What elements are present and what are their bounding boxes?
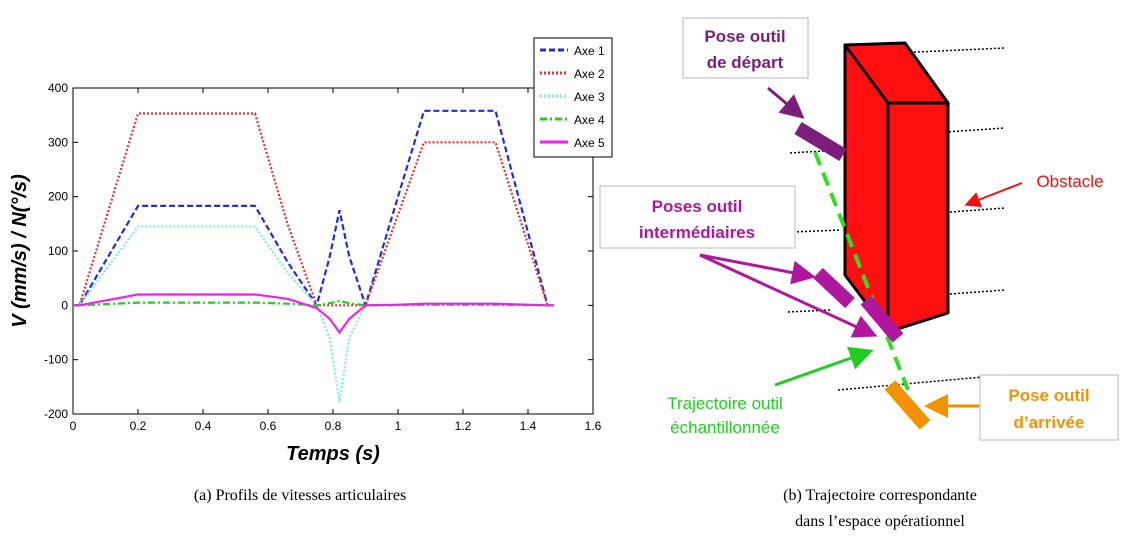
y-tick-label: -100 <box>44 353 68 367</box>
x-tick-label: 0.6 <box>260 419 277 433</box>
intermediate-tool <box>813 267 855 309</box>
start-tool <box>794 121 847 162</box>
series-line <box>73 225 554 403</box>
trajectory-label: échantillonnée <box>670 418 780 437</box>
y-tick-label: 400 <box>48 81 68 95</box>
obstacle-box <box>843 41 950 334</box>
arrow <box>699 253 816 285</box>
intermediate-label: intermédiaires <box>639 223 755 242</box>
x-tick-label: 0.2 <box>130 419 147 433</box>
arrow <box>699 253 878 338</box>
y-tick-label: 300 <box>48 135 68 149</box>
x-tick-label: 0.8 <box>325 419 342 433</box>
legend-label: Axe 2 <box>574 67 605 81</box>
x-tick-label: 1.2 <box>455 419 472 433</box>
arrow <box>964 182 1023 208</box>
x-tick-label: 1 <box>395 419 402 433</box>
end-label: Pose outil <box>1008 386 1089 405</box>
series-line <box>73 109 554 309</box>
legend-label: Axe 1 <box>574 44 605 58</box>
series-line <box>73 293 554 335</box>
arrow <box>774 346 874 387</box>
legend: Axe 1 Axe 2 Axe 3 Axe 4 Axe 5 <box>533 37 613 158</box>
x-tick-label: 0 <box>70 419 77 433</box>
legend-label: Axe 3 <box>574 90 605 104</box>
intermediate-tool <box>860 295 904 343</box>
x-axis-label: Temps (s) <box>286 443 380 465</box>
arrow <box>767 86 805 119</box>
start-label: de départ <box>707 53 784 72</box>
legend-label: Axe 4 <box>574 113 605 127</box>
y-tick-label: -200 <box>44 407 68 421</box>
plot-frame <box>72 87 594 415</box>
label-box <box>682 17 809 79</box>
caption: (b) Trajectoire correspondante <box>783 487 977 504</box>
y-tick-label: 0 <box>61 298 68 312</box>
end-tool <box>884 380 931 430</box>
y-tick-label: 200 <box>48 190 68 204</box>
caption: dans l’espace opérationnel <box>795 513 965 530</box>
label-box <box>599 185 796 249</box>
x-tick-label: 1.6 <box>585 419 602 433</box>
caption: (a) Profils de vitesses articulaires <box>194 487 406 504</box>
label-box <box>979 374 1119 441</box>
x-tick-label: 0.4 <box>195 419 212 433</box>
y-axis-label: V (mm/s) / N(°/s) <box>9 174 31 328</box>
end-label: d’arrivée <box>1014 413 1085 432</box>
y-tick-label: 100 <box>48 244 68 258</box>
legend-box <box>533 37 613 158</box>
trajectory-label: Trajectoire outil <box>667 394 783 413</box>
series-line <box>73 112 554 307</box>
start-label: Pose outil <box>704 27 785 46</box>
obstacle-label: Obstacle <box>1036 172 1103 191</box>
plot: 0 0.2 0.4 0.6 0.8 1 1.2 1.4 1.6 -200 -100 0 100 200 30… <box>44 37 613 433</box>
x-tick-label: 1.4 <box>520 419 537 433</box>
legend-label: Axe 5 <box>574 136 605 150</box>
intermediate-label: Poses outil <box>652 197 743 216</box>
